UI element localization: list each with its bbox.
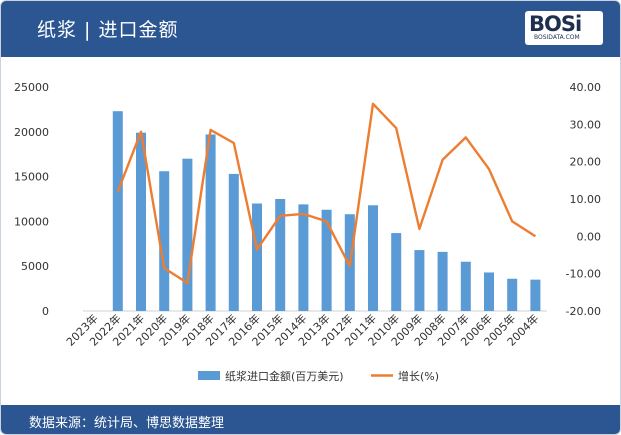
footer-bar: 数据来源：统计局、博思数据整理	[1, 405, 620, 434]
bar	[205, 134, 216, 311]
bar	[112, 111, 123, 311]
chart-title: 纸浆 | 进口金额	[37, 19, 179, 41]
logo-text: BOSi	[529, 12, 582, 36]
bar	[252, 203, 262, 311]
legend-bar-label: 纸浆进口金额(百万美元)	[225, 369, 344, 383]
bar	[507, 278, 518, 311]
bar	[414, 250, 425, 311]
y-right-tick-label: 30.00	[570, 118, 602, 131]
y-left-tick-label: 25000	[14, 81, 49, 94]
bar	[136, 132, 146, 311]
y-left-tick-label: 5000	[21, 260, 49, 273]
bar	[530, 279, 541, 311]
legend-line-label: 增长(%)	[398, 369, 439, 383]
y-right-tick-label: 20.00	[570, 156, 602, 169]
bar	[321, 209, 332, 311]
bar	[391, 233, 402, 311]
y-left-tick-label: 0	[42, 305, 49, 318]
y-right-tick-label: -20.00	[566, 305, 601, 318]
y-right-tick-label: 40.00	[570, 81, 602, 94]
bar	[368, 205, 378, 311]
y-right-tick-label: 0.00	[577, 230, 602, 243]
header-bar: 纸浆 | 进口金额 BOSi BOSIDATA.COM	[1, 1, 620, 57]
bar	[298, 204, 309, 311]
bar	[228, 173, 239, 311]
y-left-tick-label: 20000	[14, 126, 49, 139]
bar	[484, 272, 494, 311]
legend-bar-swatch	[198, 371, 220, 380]
bar	[275, 199, 286, 311]
bar	[460, 261, 471, 311]
y-right-tick-label: 10.00	[570, 193, 602, 206]
bar	[159, 171, 170, 311]
bosi-logo: BOSi BOSIDATA.COM	[525, 11, 603, 45]
bar	[182, 158, 193, 311]
y-left-tick-label: 15000	[14, 171, 49, 184]
bar	[437, 251, 448, 311]
y-left-tick-label: 10000	[14, 215, 49, 228]
data-source: 数据来源：统计局、博思数据整理	[29, 416, 225, 431]
logo-subtext: BOSIDATA.COM	[534, 34, 580, 41]
y-right-tick-label: -10.00	[566, 268, 601, 281]
growth-line	[116, 102, 537, 285]
